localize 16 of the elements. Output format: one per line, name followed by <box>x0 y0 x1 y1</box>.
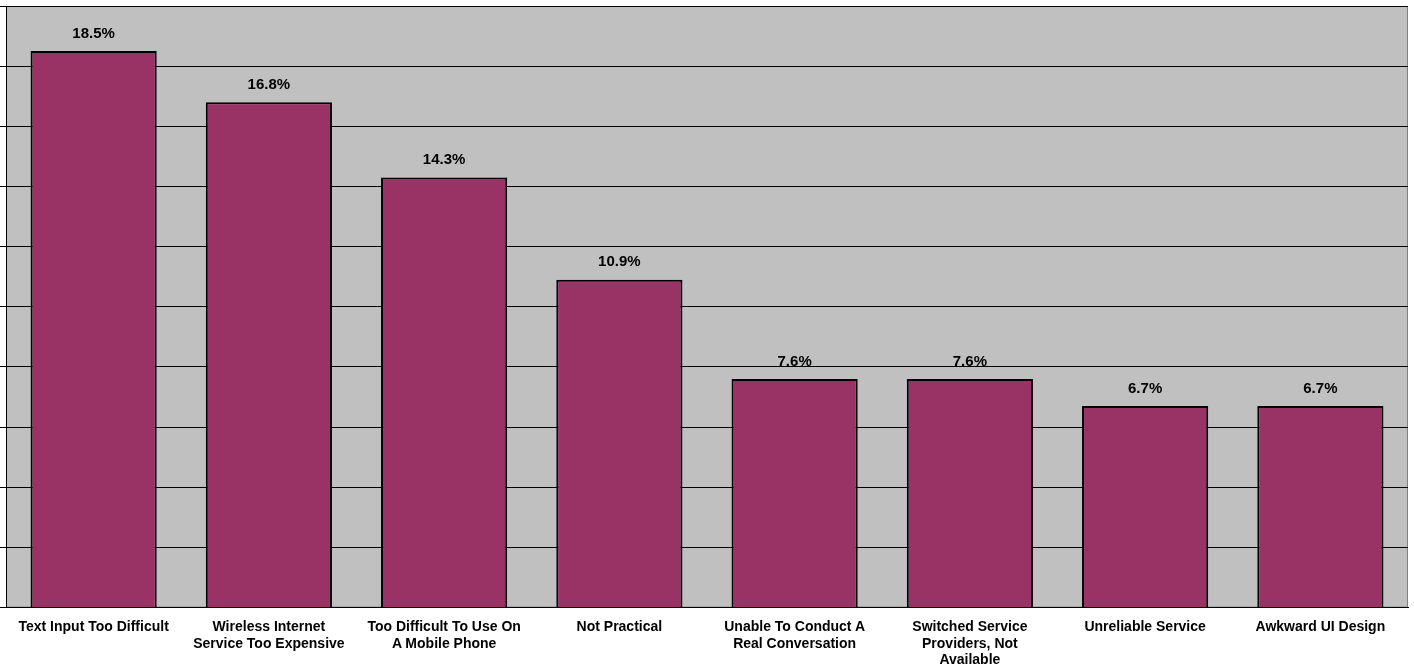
data-label: 18.5% <box>72 23 115 41</box>
x-tick-label: Text Input Too Difficult <box>18 617 170 634</box>
data-label: 10.9% <box>598 252 641 270</box>
x-tick-label: Wireless Internet Service Too Expensive <box>193 617 345 651</box>
data-label: 14.3% <box>422 150 466 168</box>
data-label: 7.6% <box>952 351 987 369</box>
data-label: 6.7% <box>1128 378 1163 396</box>
data-label: 6.7% <box>1303 378 1338 396</box>
x-tick-label: Switched Service Providers, Not Available <box>912 617 1028 668</box>
data-label: 16.8% <box>247 74 291 92</box>
x-tick-label: Too Difficult To Use On A Mobile Phone <box>367 617 521 651</box>
data-label: 7.6% <box>777 351 812 369</box>
x-tick-label: Not Practical <box>576 617 663 634</box>
x-tick-label: Unreliable Service <box>1084 617 1207 634</box>
x-tick-label: Awkward UI Design <box>1255 617 1386 634</box>
x-tick-label: Unable To Conduct A Real Conversation <box>724 617 866 651</box>
